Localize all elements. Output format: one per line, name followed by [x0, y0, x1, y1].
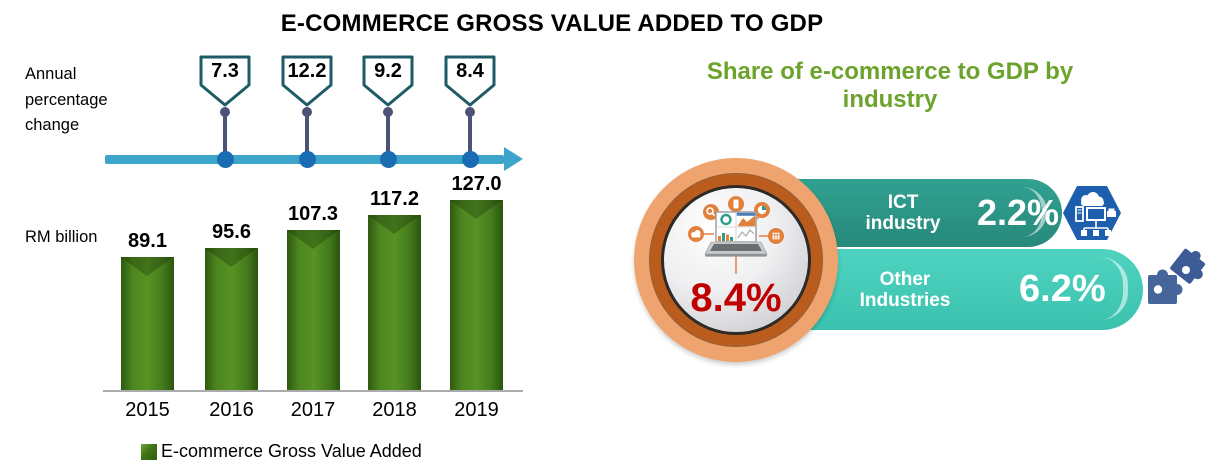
- apc-pointer-shape: [444, 55, 496, 107]
- apc-marker: 9.2: [362, 55, 414, 168]
- apc-value: 7.3: [211, 60, 239, 82]
- total-share-medallion: 8.4%: [634, 158, 838, 362]
- other-industries-value: 6.2%: [1019, 268, 1106, 310]
- puzzle-icon: [1143, 246, 1208, 317]
- bar-2015: [121, 257, 174, 391]
- apc-stem: [386, 111, 390, 158]
- annual-percentage-change-label: Annual percentage change: [25, 65, 108, 134]
- page-title: E-COMMERCE GROSS VALUE ADDED TO GDP: [280, 10, 824, 37]
- timeline-dot-icon: [298, 150, 316, 168]
- x-axis-tick-label: 2019: [454, 399, 499, 421]
- timeline-dot-icon: [216, 150, 234, 168]
- apc-stem: [223, 111, 227, 158]
- bar-value-label: 95.6: [212, 221, 251, 243]
- other-label-line2: Industries: [859, 289, 951, 311]
- bar-value-label: 89.1: [128, 230, 167, 252]
- other-label-line1: Other: [879, 268, 931, 290]
- legend-swatch-icon: [141, 443, 157, 460]
- x-axis-tick-label: 2015: [125, 399, 170, 421]
- ict-label-line2: industry: [865, 213, 941, 234]
- total-share-value: 8.4%: [690, 276, 782, 320]
- bar-value-label: 127.0: [451, 173, 502, 195]
- apc-pointer-shape: [199, 55, 251, 107]
- x-axis-tick-label: 2017: [290, 399, 336, 421]
- apc-pointer-shape: [281, 55, 333, 107]
- x-axis-tick-label: 2018: [372, 399, 417, 421]
- legend-label: E-commerce Gross Value Added: [161, 441, 422, 461]
- x-axis-tick-label: 2016: [209, 399, 254, 421]
- apc-stem-cap-icon: [302, 107, 312, 117]
- apc-stem-cap-icon: [383, 107, 393, 117]
- apc-value: 9.2: [374, 60, 402, 82]
- chart-legend: E-commerce Gross Value Added: [141, 441, 422, 462]
- other-industries-label: Other Industries: [843, 269, 967, 311]
- bar-2017: [286, 230, 340, 391]
- apc-stem: [468, 111, 472, 158]
- ict-network-icon: [1060, 183, 1124, 248]
- x-axis-line: [103, 390, 523, 392]
- apc-marker: 7.3: [199, 55, 251, 168]
- apc-value: 12.2: [287, 60, 327, 82]
- laptop-analytics-icon: [688, 196, 784, 274]
- bar-value-label: 107.3: [287, 203, 339, 225]
- bar-2019: [450, 200, 503, 391]
- bar-2016: [205, 248, 258, 391]
- bar-2018: [368, 215, 421, 391]
- apc-marker: 8.4: [444, 55, 496, 168]
- apc-stem-cap-icon: [220, 107, 230, 117]
- y-axis-unit-label: RM billion: [25, 228, 98, 246]
- timeline-dot-icon: [461, 150, 479, 168]
- timeline-arrowhead-icon: [504, 146, 523, 171]
- apc-pointer-shape: [362, 55, 414, 107]
- share-panel-title: Share of e-commerce to GDP by industry: [706, 58, 1074, 113]
- ict-industry-ribbon: ICT industry 2.2%: [755, 179, 1062, 247]
- apc-value: 8.4: [456, 60, 484, 82]
- apc-marker: 12.2: [281, 55, 333, 168]
- timeline-dot-icon: [379, 150, 397, 168]
- ict-industry-value: 2.2%: [977, 192, 1060, 233]
- ict-industry-label: ICT industry: [843, 192, 963, 234]
- bar-value-label: 117.2: [370, 188, 419, 210]
- apc-stem-cap-icon: [465, 107, 475, 117]
- apc-stem: [305, 111, 309, 158]
- ict-label-line1: ICT: [887, 192, 919, 213]
